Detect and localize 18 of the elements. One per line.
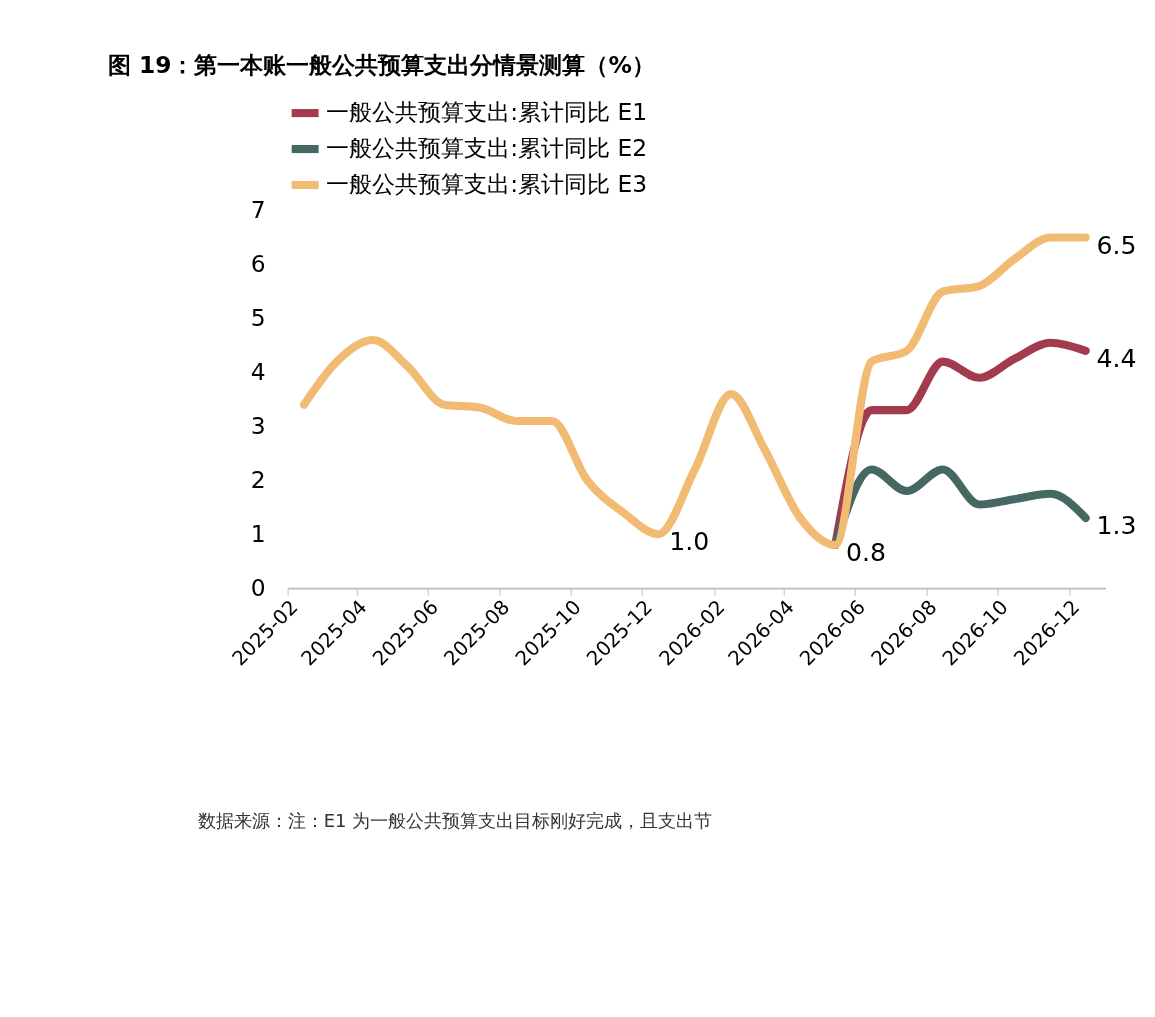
data-label: 0.8 bbox=[846, 538, 887, 568]
data-label: 1.0 bbox=[669, 527, 710, 557]
y-tick-label: 5 bbox=[250, 304, 266, 333]
chart-title: 图 19：第一本账一般公共预算支出分情景测算（%） bbox=[107, 51, 655, 80]
legend-label: 一般公共预算支出:累计同比 E1 bbox=[326, 98, 648, 127]
data-label: 4.4 bbox=[1096, 344, 1137, 373]
data-label: 1.3 bbox=[1096, 511, 1137, 541]
y-tick-label: 4 bbox=[250, 358, 266, 387]
y-tick-label: 3 bbox=[250, 411, 266, 440]
y-tick-label: 6 bbox=[250, 250, 266, 279]
source-note: 数据来源：注：E1 为一般公共预算支出目标刚好完成，且支出节 bbox=[197, 810, 713, 832]
legend-label: 一般公共预算支出:累计同比 E2 bbox=[326, 134, 648, 163]
data-label: 6.5 bbox=[1096, 230, 1137, 260]
y-tick-label: 1 bbox=[250, 519, 266, 548]
y-tick-label: 2 bbox=[250, 465, 266, 494]
y-tick-label: 0 bbox=[250, 573, 266, 602]
y-tick-label: 7 bbox=[250, 196, 266, 225]
legend-label: 一般公共预算支出:累计同比 E3 bbox=[326, 170, 648, 199]
